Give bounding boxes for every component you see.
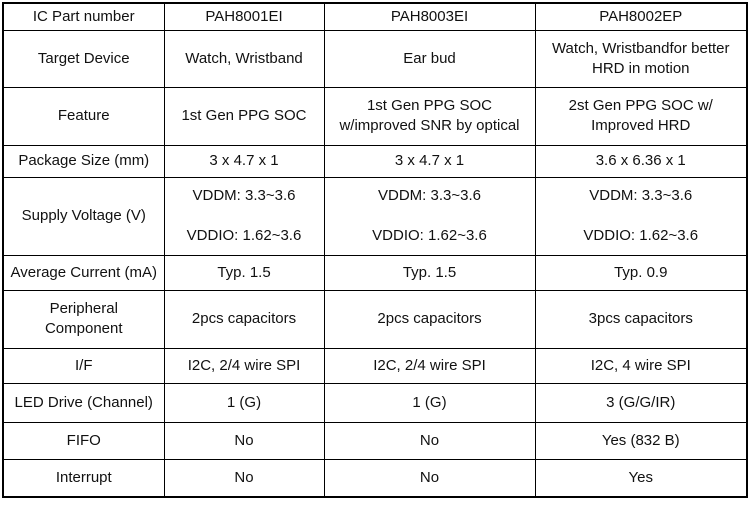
value-cell: VDDM: 3.3~3.6 VDDIO: 1.62~3.6: [163, 176, 325, 256]
table-row-feature: Feature 1st Gen PPG SOC 1st Gen PPG SOC …: [2, 86, 748, 146]
value-cell: 3pcs capacitors: [534, 289, 748, 349]
header-part-pah8001ei: PAH8001EI: [163, 2, 325, 31]
value-cell: I2C, 2/4 wire SPI: [323, 347, 536, 384]
table-row-interface: I/F I2C, 2/4 wire SPI I2C, 2/4 wire SPI …: [2, 347, 748, 384]
value-cell: 3 x 4.7 x 1: [323, 144, 536, 178]
value-cell: No: [323, 421, 536, 460]
table-row-average-current: Average Current (mA) Typ. 1.5 Typ. 1.5 T…: [2, 254, 748, 291]
value-cell: 3.6 x 6.36 x 1: [534, 144, 748, 178]
table-row-header: IC Part number PAH8001EI PAH8003EI PAH80…: [2, 2, 748, 31]
value-cell: 2st Gen PPG SOC w/ Improved HRD: [534, 86, 748, 146]
value-cell: No: [163, 458, 325, 498]
value-cell: 1 (G): [163, 382, 325, 423]
value-cell: 1st Gen PPG SOC w/improved SNR by optica…: [323, 86, 536, 146]
table-row-peripheral-component: Peripheral Component 2pcs capacitors 2pc…: [2, 289, 748, 349]
row-label: Target Device: [2, 29, 165, 88]
row-label: Feature: [2, 86, 165, 146]
row-label: Average Current (mA): [2, 254, 165, 291]
row-label: LED Drive (Channel): [2, 382, 165, 423]
row-label: FIFO: [2, 421, 165, 460]
table-row-target-device: Target Device Watch, Wristband Ear bud W…: [2, 29, 748, 88]
header-part-pah8002ep: PAH8002EP: [534, 2, 748, 31]
value-cell: Watch, Wristband: [163, 29, 325, 88]
value-cell: 3 (G/G/IR): [534, 382, 748, 423]
value-cell: VDDM: 3.3~3.6 VDDIO: 1.62~3.6: [323, 176, 536, 256]
value-cell: Watch, Wristbandfor better HRD in motion: [534, 29, 748, 88]
value-cell: Typ. 1.5: [323, 254, 536, 291]
row-label: I/F: [2, 347, 165, 384]
value-cell: VDDM: 3.3~3.6 VDDIO: 1.62~3.6: [534, 176, 748, 256]
row-label: Peripheral Component: [2, 289, 165, 349]
value-cell: 2pcs capacitors: [323, 289, 536, 349]
row-label: Interrupt: [2, 458, 165, 498]
table-row-fifo: FIFO No No Yes (832 B): [2, 421, 748, 460]
table-row-interrupt: Interrupt No No Yes: [2, 458, 748, 498]
value-cell: 3 x 4.7 x 1: [163, 144, 325, 178]
row-label: Package Size (mm): [2, 144, 165, 178]
value-cell: Typ. 0.9: [534, 254, 748, 291]
value-cell: Ear bud: [323, 29, 536, 88]
value-cell: I2C, 4 wire SPI: [534, 347, 748, 384]
header-label-ic-part-number: IC Part number: [2, 2, 165, 31]
table-row-led-drive: LED Drive (Channel) 1 (G) 1 (G) 3 (G/G/I…: [2, 382, 748, 423]
value-cell: No: [323, 458, 536, 498]
value-cell: 1st Gen PPG SOC: [163, 86, 325, 146]
value-cell: Yes: [534, 458, 748, 498]
row-label: Supply Voltage (V): [2, 176, 165, 256]
value-cell: 1 (G): [323, 382, 536, 423]
table-row-package-size: Package Size (mm) 3 x 4.7 x 1 3 x 4.7 x …: [2, 144, 748, 178]
value-cell: Yes (832 B): [534, 421, 748, 460]
value-cell: No: [163, 421, 325, 460]
spec-comparison-table: IC Part number PAH8001EI PAH8003EI PAH80…: [2, 2, 748, 498]
table-row-supply-voltage: Supply Voltage (V) VDDM: 3.3~3.6 VDDIO: …: [2, 176, 748, 256]
value-cell: 2pcs capacitors: [163, 289, 325, 349]
value-cell: Typ. 1.5: [163, 254, 325, 291]
header-part-pah8003ei: PAH8003EI: [323, 2, 536, 31]
value-cell: I2C, 2/4 wire SPI: [163, 347, 325, 384]
